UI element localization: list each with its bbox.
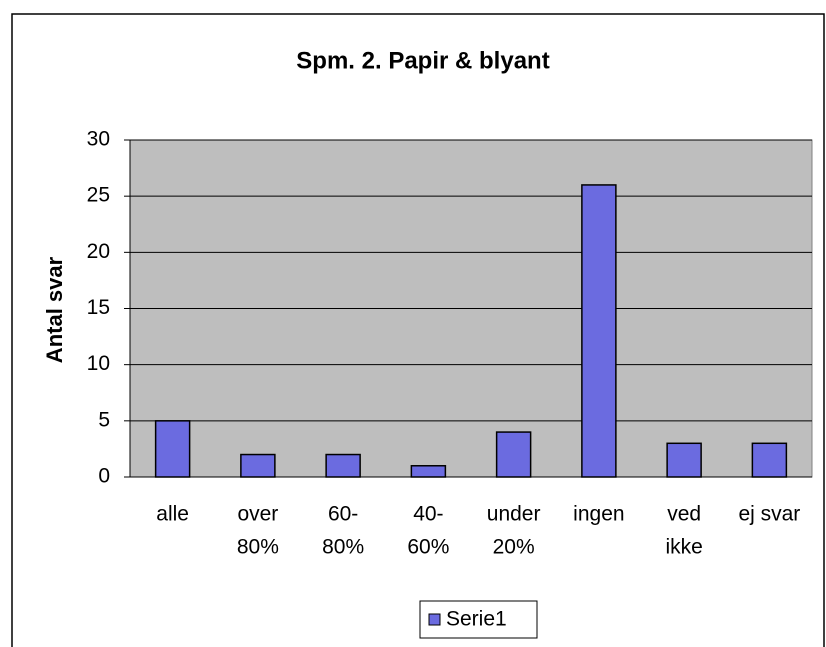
bar [581,184,617,478]
x-tick-label: 60- [328,503,358,526]
bar [751,442,788,478]
chart-title: Spm. 2. Papir & blyant [296,47,549,74]
x-tick-label: ingen [573,503,624,526]
y-tick-label: 20 [87,240,110,263]
x-tick-label: 20% [493,536,535,559]
legend-marker [428,613,441,626]
bar [325,453,361,478]
x-tick-label: over [237,503,278,526]
bar [240,453,276,478]
y-axis-title: Antal svar [42,256,67,363]
y-tick-label: 25 [87,184,110,207]
bar [410,465,447,478]
x-tick-label: 80% [237,536,279,559]
x-tick-label: 80% [322,536,364,559]
bar [666,442,702,478]
y-tick-label: 10 [87,352,110,375]
legend-label: Serie1 [446,608,507,631]
bar [495,431,532,478]
x-tick-label: 40- [413,503,443,526]
bar [154,420,191,478]
y-tick-label: 0 [98,465,110,488]
x-tick-label: under [487,503,541,526]
x-tick-label: ved [667,503,701,526]
y-tick-label: 15 [87,296,110,319]
x-tick-label: ikke [665,536,702,559]
x-tick-label: 60% [407,536,449,559]
y-tick-label: 30 [87,128,110,151]
x-tick-label: alle [156,503,189,526]
x-tick-label: ej svar [738,503,800,526]
y-tick-label: 5 [98,408,110,431]
